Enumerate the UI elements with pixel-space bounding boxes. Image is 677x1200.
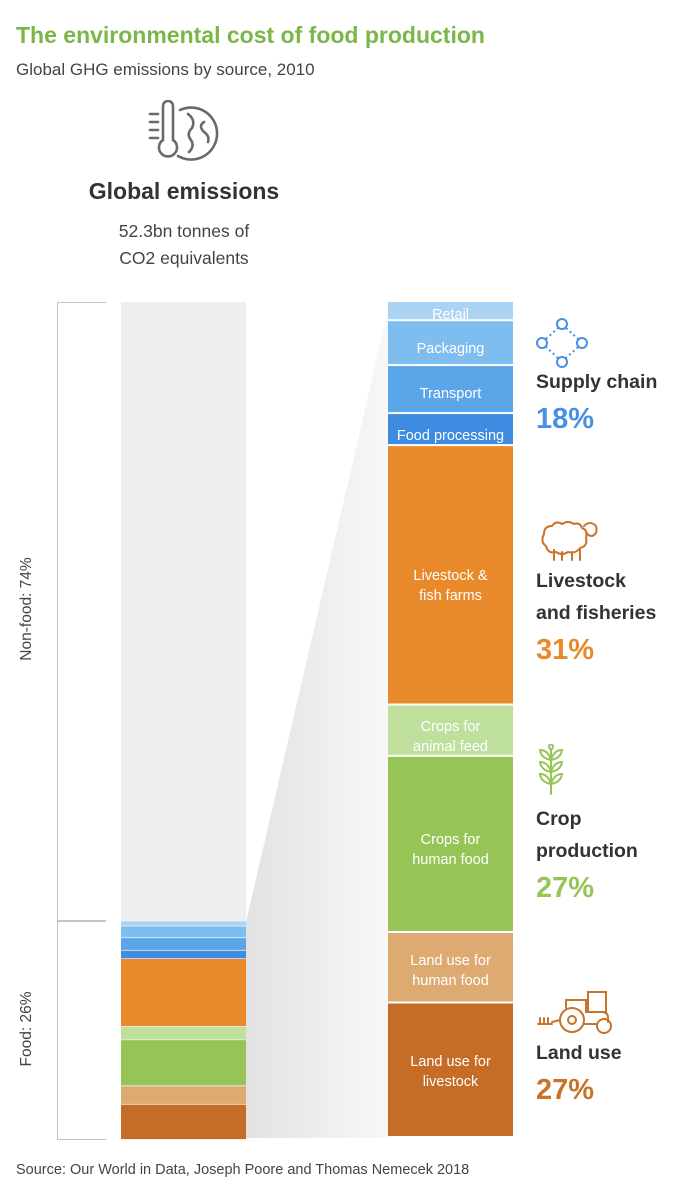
small-bar-transport	[121, 938, 246, 950]
category-name: Supply chain	[536, 371, 658, 393]
tractor-icon	[537, 991, 612, 1034]
small-bar-land-use-for-livestock	[121, 1104, 246, 1140]
segment-label-crops-feed: Crops for animal feed	[413, 719, 488, 755]
small-bar-livestock-fish-farms	[121, 959, 246, 1026]
hero-desc-line1: 52.3bn tonnes of	[118, 221, 250, 241]
category-name-line1: Crop	[536, 808, 582, 830]
category-percent: 18%	[536, 403, 595, 435]
bar-land-use-for-human-food	[388, 933, 513, 1002]
bar-retail	[388, 302, 513, 320]
category-name-line2: and fisheries	[536, 602, 657, 624]
bar-livestock-fish-farms	[388, 446, 513, 704]
nonfood-bracket	[57, 302, 106, 922]
small-bar-crops-for-human-food	[121, 1040, 246, 1086]
segment-label-packaging: Packaging	[416, 341, 485, 357]
category-supply-chain: Supply chain 18%	[536, 366, 657, 438]
hero-title: Global emissions	[88, 178, 280, 204]
bar-crops-for-animal-feed	[388, 705, 513, 755]
segment-label-food-processing: Food processing	[396, 428, 505, 444]
small-bar-food-processing	[121, 950, 246, 959]
bar-transport	[388, 366, 513, 413]
segment-label-crops-human: Crops for human food	[412, 832, 489, 868]
category-name-line1: Livestock	[536, 570, 626, 592]
category-percent: 27%	[536, 872, 595, 904]
category-name-line2: production	[536, 840, 638, 862]
category-livestock: Livestock and fisheries 31%	[536, 565, 656, 669]
chart-subtitle: Global GHG emissions by source, 2010	[16, 60, 315, 79]
hero-description: 52.3bn tonnes of CO2 equivalents	[34, 218, 334, 272]
wheat-icon	[538, 744, 564, 795]
network-diamond-icon	[536, 318, 588, 368]
small-bar-packaging	[121, 926, 246, 938]
category-land-use: Land use 27%	[536, 1037, 622, 1109]
bar-crops-for-human-food	[388, 756, 513, 931]
category-percent: 27%	[536, 1074, 595, 1106]
segment-label-retail: Retail	[431, 307, 470, 323]
bar-packaging	[388, 321, 513, 364]
bar-food-processing	[388, 414, 513, 445]
zoom-connector	[246, 302, 390, 1138]
small-bar-land-use-for-human-food	[121, 1086, 246, 1104]
chart-title: The environmental cost of food productio…	[16, 22, 485, 48]
segment-label-livestock: Livestock & fish farms	[413, 568, 488, 604]
hero-desc-line2: CO2 equivalents	[119, 248, 249, 268]
segment-label-landuse-human: Land use for human food	[410, 953, 491, 989]
category-percent: 31%	[536, 634, 595, 666]
small-bar-retail	[121, 921, 246, 926]
segment-label-landuse-livestock: Land use for livestock	[410, 1054, 491, 1090]
segment-label-transport: Transport	[419, 386, 482, 402]
thermometer-globe-icon	[148, 100, 219, 161]
bar-land-use-for-livestock	[388, 1003, 513, 1136]
food-bracket	[57, 920, 106, 1140]
source-note: Source: Our World in Data, Joseph Poore …	[16, 1162, 470, 1178]
small-bar-crops-for-animal-feed	[121, 1026, 246, 1040]
category-crop-production: Crop production 27%	[536, 803, 638, 907]
sheep-icon	[541, 521, 598, 561]
category-name: Land use	[536, 1042, 622, 1064]
